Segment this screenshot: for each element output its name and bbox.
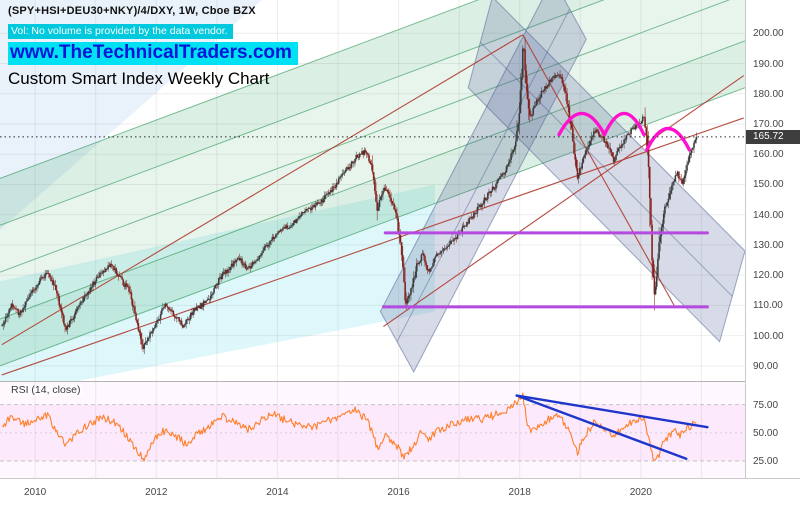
time-tick-label: 2018 [508, 487, 531, 498]
time-tick-label: 2012 [145, 487, 168, 498]
price-tick-label: 150.00 [753, 179, 784, 191]
last-price-badge: 165.72 [746, 129, 800, 144]
time-axis[interactable]: 2010 2012 2014 2016 2018 2020 [0, 478, 800, 509]
time-tick-label: 2014 [266, 487, 289, 498]
price-tick-label: 160.00 [753, 149, 784, 161]
price-tick-label: 110.00 [753, 300, 783, 312]
rsi-tick-label: 50.00 [753, 427, 779, 439]
rsi-indicator-label[interactable]: RSI (14, close) [8, 384, 84, 396]
price-tick-label: 120.00 [753, 270, 784, 282]
rsi-tick-label: 75.00 [753, 399, 779, 411]
time-tick-label: 2020 [629, 487, 652, 498]
price-axis[interactable]: 165.72 200.00 190.00 180.00 170.00 160.00 150… [745, 0, 800, 478]
price-tick-label: 100.00 [753, 330, 784, 342]
price-tick-label: 140.00 [753, 209, 784, 221]
price-tick-label: 90.00 [753, 360, 779, 372]
price-tick-label: 180.00 [753, 88, 784, 100]
price-tick-label: 170.00 [753, 118, 784, 130]
price-tick-label: 190.00 [753, 58, 784, 70]
time-tick-label: 2016 [387, 487, 410, 498]
time-tick-label: 2010 [24, 487, 47, 498]
price-tick-label: 130.00 [753, 239, 784, 251]
panel-separator[interactable] [0, 381, 745, 382]
rsi-tick-label: 25.00 [753, 456, 779, 468]
price-chart-canvas[interactable] [0, 0, 745, 478]
price-tick-label: 200.00 [753, 28, 784, 40]
